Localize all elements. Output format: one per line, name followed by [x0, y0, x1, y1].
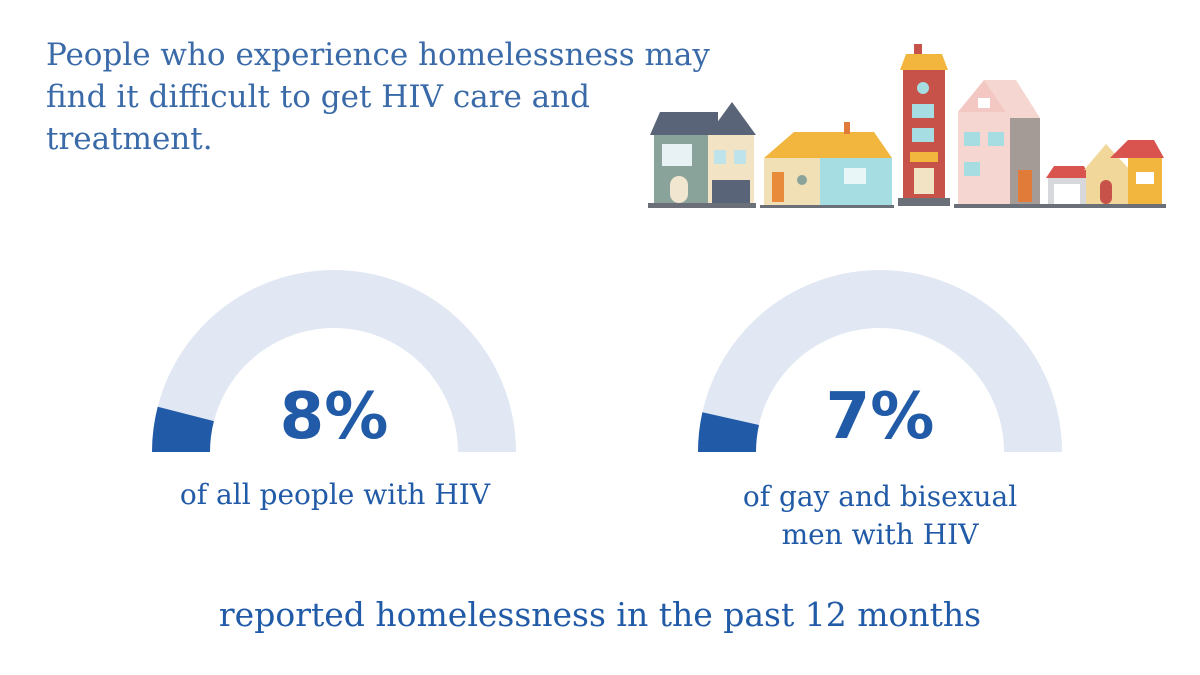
row-of-houses-icon: [648, 44, 1166, 208]
house-icon: [648, 102, 756, 208]
gauge-2-caption-line-2: men with HIV: [781, 518, 979, 551]
footer-statement: reported homelessness in the past 12 mon…: [218, 595, 982, 634]
house-icon: [760, 122, 894, 208]
gauge-2-value-label: 7%: [826, 380, 935, 454]
gauge-2-track: [698, 270, 1062, 452]
house-icon: [898, 44, 950, 206]
gauge-1-value-label: 8%: [280, 380, 389, 454]
gauge-1-track: [152, 270, 516, 452]
house-icon: [954, 80, 1044, 208]
gauge-2-caption: of gay and bisexual men with HIV: [700, 478, 1060, 554]
gauge-2-caption-line-1: of gay and bisexual: [742, 480, 1018, 513]
house-icon: [1044, 140, 1166, 208]
gauge-1-value-arc: [152, 406, 214, 452]
gauge-2-value-arc: [698, 412, 759, 452]
headline: People who experience homelessness may f…: [46, 37, 710, 157]
gauge-1-caption: of all people with HIV: [179, 478, 491, 511]
